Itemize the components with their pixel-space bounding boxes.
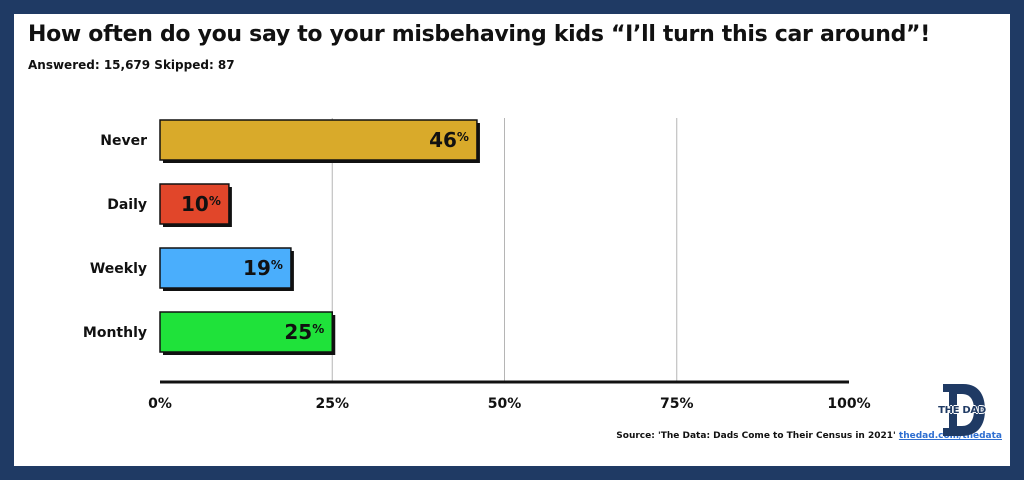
tick-label: 0% xyxy=(148,396,172,412)
data-label: 46% xyxy=(429,128,469,152)
category-label: Daily xyxy=(107,197,147,213)
bar xyxy=(159,311,333,353)
tick-label: 75% xyxy=(660,396,694,412)
data-label: 19% xyxy=(243,256,283,280)
bar xyxy=(159,119,478,161)
category-label: Monthly xyxy=(83,325,147,341)
bar xyxy=(159,247,292,289)
bar xyxy=(159,183,230,225)
tick-label: 100% xyxy=(827,396,870,412)
category-label: Weekly xyxy=(90,261,147,277)
the-dad-logo: THE DAD xyxy=(935,380,989,440)
data-label: 25% xyxy=(284,320,324,344)
chart-card xyxy=(14,14,1010,466)
tick-label: 50% xyxy=(488,396,522,412)
tick-label: 25% xyxy=(315,396,349,412)
chart-title: How often do you say to your misbehaving… xyxy=(28,22,930,47)
logo-d-icon xyxy=(943,384,985,436)
logo-text: THE DAD xyxy=(938,405,986,416)
category-label: Never xyxy=(100,133,147,149)
response-count: Answered: 15,679 Skipped: 87 xyxy=(28,58,235,72)
source-text: Source: 'The Data: Dads Come to Their Ce… xyxy=(616,431,896,441)
data-label: 10% xyxy=(181,192,221,216)
